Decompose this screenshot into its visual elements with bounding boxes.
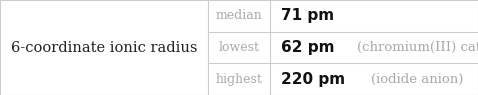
Text: lowest: lowest <box>218 41 260 54</box>
Text: 62 pm: 62 pm <box>281 40 334 55</box>
Text: 6-coordinate ionic radius: 6-coordinate ionic radius <box>11 40 197 55</box>
Text: highest: highest <box>216 73 262 86</box>
Text: 71 pm: 71 pm <box>281 8 334 23</box>
Text: (iodide anion): (iodide anion) <box>371 73 464 86</box>
Text: (chromium(III) cation): (chromium(III) cation) <box>358 41 478 54</box>
Text: median: median <box>216 9 262 22</box>
Text: 220 pm: 220 pm <box>281 72 345 87</box>
